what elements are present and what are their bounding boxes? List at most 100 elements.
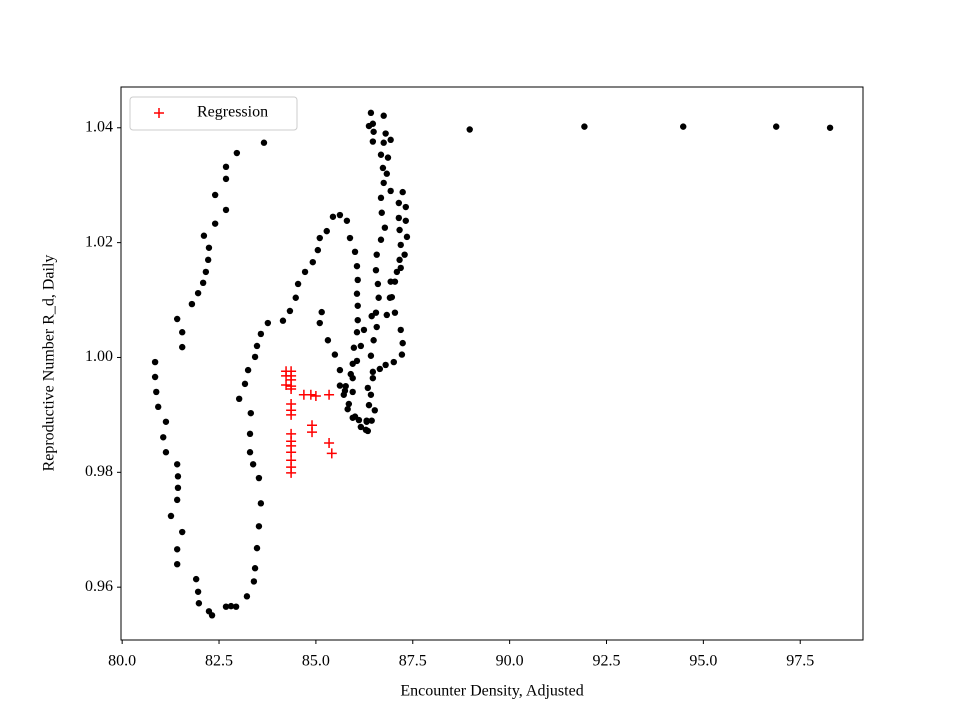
dot-point [350,344,358,351]
dot-point [386,294,394,301]
y-tick-label: 1.00 [85,348,113,365]
dot-point [365,401,373,409]
dot-point [167,512,175,520]
dot-point [243,593,251,600]
plus-point [324,389,335,400]
dot-point [174,473,182,480]
dot-point [324,337,332,344]
dot-point [257,330,265,338]
dot-point [378,209,385,216]
dot-point [349,414,356,421]
dot-point [773,123,780,130]
dot-point [340,391,347,398]
dot-point [368,312,375,320]
dot-point [402,203,409,211]
dot-point [301,268,309,276]
dot-point [399,188,406,196]
dot-point [581,123,588,130]
dot-point [391,278,399,285]
dot-point [370,128,377,135]
dot-point [369,368,377,376]
dot-point [397,326,404,334]
dot-point [318,308,325,316]
dot-point [235,395,243,403]
dot-point [309,258,316,266]
dot-point [353,329,361,336]
dot-point [397,264,404,272]
dot-point [241,380,249,388]
dot-point [373,323,380,331]
plus-point [326,448,337,459]
plus-point [281,380,292,391]
dot-point [364,384,372,392]
dot-point [380,112,387,119]
dot-point [396,256,403,264]
dot-point [369,120,377,127]
dot-point [375,294,382,301]
dot-point [329,213,337,220]
dot-point [347,370,354,378]
dot-point [222,206,230,214]
dot-point [343,217,351,224]
dot-point [255,474,263,482]
dot-point [353,357,361,365]
dot-point [383,170,391,177]
dot-point [232,603,240,610]
dot-point [377,151,385,158]
dot-point [331,351,339,358]
dot-point [314,246,322,254]
y-tick-label: 1.04 [85,118,113,135]
dot-point [286,307,294,315]
x-tick-label: 90.0 [496,653,524,670]
dot-point [355,416,363,424]
dot-point [393,268,401,276]
dot-point [336,366,344,374]
dot-point [344,405,351,413]
dot-point [179,329,186,336]
dot-point [387,187,394,195]
dot-point [255,523,263,530]
dot-point [222,163,230,171]
dot-point [377,194,385,202]
dot-point [826,124,834,131]
dot-point [403,233,411,241]
dot-point [249,461,257,468]
x-axis-label: Encounter Density, Adjusted [400,683,583,700]
dot-point [173,546,181,553]
dot-point [384,154,392,161]
dot-point [360,326,368,334]
plus-point [305,389,316,400]
dot-point [367,109,375,117]
dot-point [244,366,252,374]
dot-point [188,300,196,308]
dot-point [349,388,356,396]
dot-point [154,403,162,411]
dot-point [346,234,354,242]
dot-point [162,449,170,456]
dot-point [390,358,397,366]
legend-box [129,96,298,131]
dot-point [246,430,254,438]
dot-point [364,427,372,435]
y-tick-label: 1.02 [85,233,113,250]
dot-point [397,241,404,249]
dot-point [173,496,181,504]
dot-point [466,126,473,133]
dot-point [353,262,361,270]
dot-point [680,123,687,130]
dot-point [292,294,299,301]
dot-point [380,179,387,187]
dot-point [369,374,377,382]
dot-point [323,227,330,235]
dot-point [387,136,394,144]
dot-point [264,319,272,327]
dot-point [399,339,406,347]
dot-point [370,337,377,344]
dot-point [402,217,409,224]
dot-point [227,602,235,610]
dot-point [391,309,399,316]
dot-point [396,226,403,234]
dot-point [351,248,359,256]
dot-point [374,280,382,288]
